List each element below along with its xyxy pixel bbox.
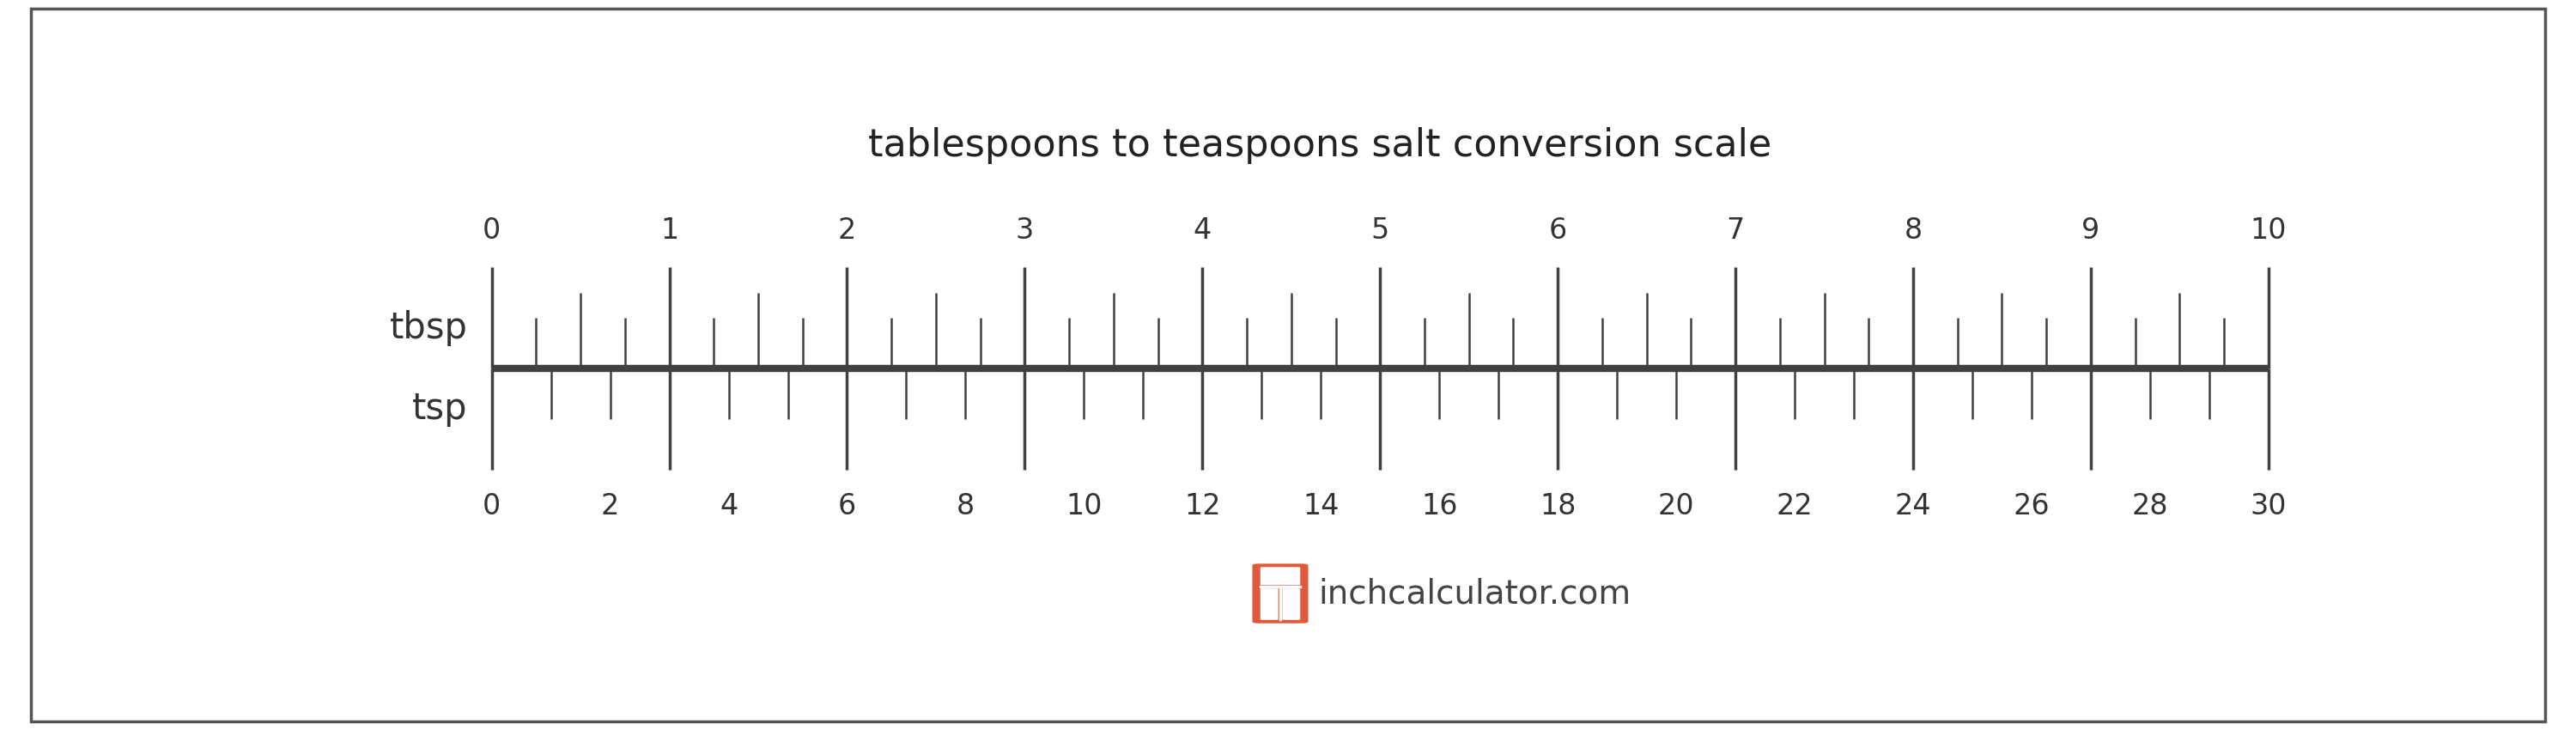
Text: 28: 28 — [2133, 492, 2169, 520]
Text: 2: 2 — [600, 492, 618, 520]
Text: 6: 6 — [1548, 217, 1566, 245]
Text: 4: 4 — [1193, 217, 1211, 245]
Text: 0: 0 — [482, 217, 500, 245]
Text: tbsp: tbsp — [389, 310, 469, 346]
Text: 12: 12 — [1185, 492, 1221, 520]
Text: 3: 3 — [1015, 217, 1033, 245]
Text: 22: 22 — [1777, 492, 1814, 520]
Text: 10: 10 — [2251, 217, 2287, 245]
Text: 18: 18 — [1540, 492, 1577, 520]
FancyBboxPatch shape — [1260, 588, 1278, 620]
Text: 24: 24 — [1896, 492, 1932, 520]
Text: 6: 6 — [837, 492, 855, 520]
Text: 14: 14 — [1303, 492, 1340, 520]
Text: 26: 26 — [2014, 492, 2050, 520]
FancyBboxPatch shape — [1260, 567, 1301, 585]
Text: 9: 9 — [2081, 217, 2099, 245]
Text: 4: 4 — [719, 492, 737, 520]
Text: 0: 0 — [482, 492, 500, 520]
Text: tsp: tsp — [412, 391, 469, 427]
Text: 8: 8 — [1904, 217, 1922, 245]
Text: 5: 5 — [1370, 217, 1388, 245]
Text: 16: 16 — [1422, 492, 1458, 520]
Text: inchcalculator.com: inchcalculator.com — [1319, 577, 1631, 610]
Text: 10: 10 — [1066, 492, 1103, 520]
FancyBboxPatch shape — [1283, 588, 1301, 620]
Text: 7: 7 — [1726, 217, 1744, 245]
FancyBboxPatch shape — [1252, 564, 1309, 623]
Text: 1: 1 — [659, 217, 677, 245]
Text: 20: 20 — [1659, 492, 1695, 520]
Text: 30: 30 — [2251, 492, 2287, 520]
Text: 2: 2 — [837, 217, 855, 245]
Text: tablespoons to teaspoons salt conversion scale: tablespoons to teaspoons salt conversion… — [868, 127, 1772, 164]
Text: 8: 8 — [956, 492, 974, 520]
